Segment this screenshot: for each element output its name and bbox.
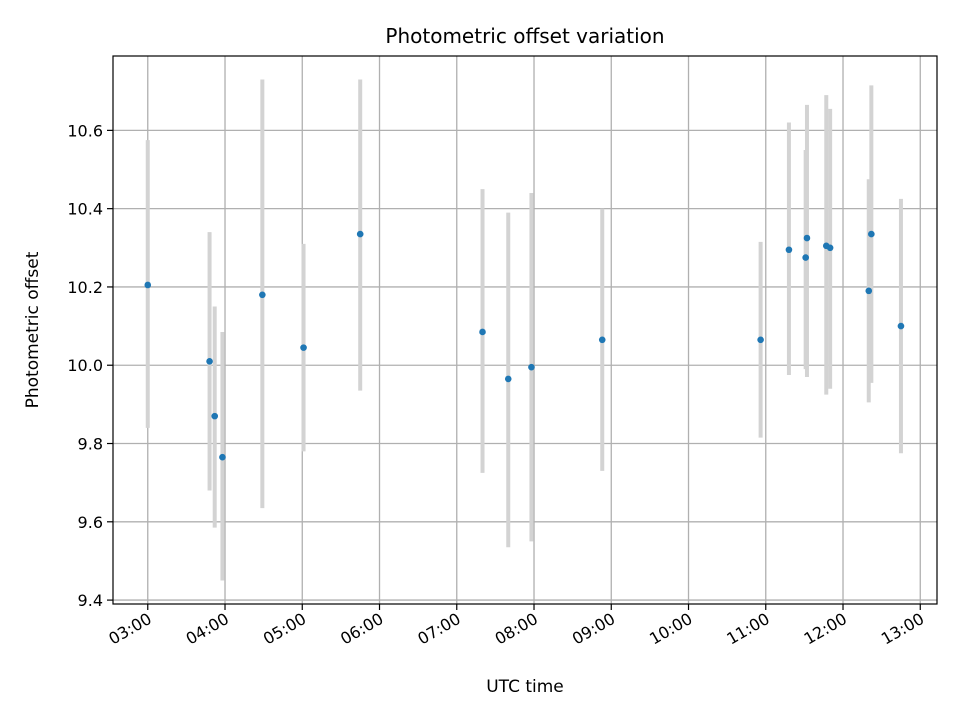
y-tick-label: 9.8 <box>78 435 103 454</box>
data-point <box>802 254 809 261</box>
data-points <box>144 230 905 461</box>
data-point <box>144 281 152 289</box>
data-point <box>528 363 535 371</box>
data-point <box>865 287 873 295</box>
chart-title: Photometric offset variation <box>385 24 664 48</box>
data-point <box>300 344 307 351</box>
data-point <box>219 453 226 461</box>
data-point <box>211 412 219 420</box>
y-tick-label: 10.6 <box>67 121 103 140</box>
data-point <box>897 322 905 330</box>
data-point <box>206 358 213 365</box>
data-point <box>598 336 606 344</box>
data-point <box>356 230 364 238</box>
x-axis-label: UTC time <box>486 677 564 697</box>
y-axis-label: Photometric offset <box>23 251 43 408</box>
plot-frame <box>112 55 938 605</box>
y-tick-label: 9.4 <box>78 591 103 610</box>
data-point <box>479 328 486 336</box>
grid <box>113 56 937 604</box>
data-point <box>757 336 764 344</box>
y-tick-label: 9.6 <box>78 513 103 532</box>
data-point <box>504 375 512 383</box>
data-point <box>259 291 266 299</box>
data-point <box>785 246 793 254</box>
data-point <box>803 234 811 242</box>
y-tick-label: 10.4 <box>67 200 103 219</box>
data-point <box>868 230 875 238</box>
y-tick-label: 10.2 <box>67 278 103 297</box>
data-point <box>826 244 834 252</box>
y-tick-label: 10.0 <box>67 356 103 375</box>
